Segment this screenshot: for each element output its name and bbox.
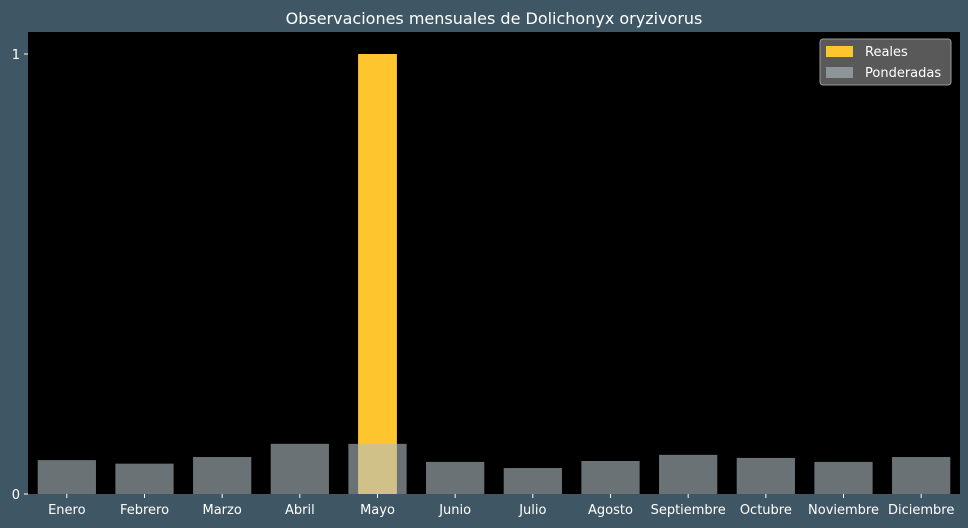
x-tick-label: Junio — [438, 503, 471, 518]
bar-ponderadas-junio — [426, 461, 485, 494]
axis-layer: Enero Febrero Marzo Abril Mayo Junio Julio Agos… — [12, 48, 955, 518]
x-tick-label: Abril — [285, 503, 315, 518]
x-tick-label: Agosto — [588, 503, 633, 518]
bar-ponderadas-septiembre — [659, 454, 718, 494]
legend-swatch-ponderadas — [826, 67, 853, 78]
bars-layer — [37, 54, 951, 494]
x-tick-label: Diciembre — [888, 503, 954, 518]
bar-ponderadas-febrero — [115, 463, 174, 494]
legend-swatch-reales — [826, 46, 853, 57]
bar-ponderadas-marzo — [193, 457, 252, 494]
bar-ponderadas-abril — [270, 443, 329, 494]
x-tick-label: Septiembre — [651, 503, 726, 518]
bar-ponderadas-octubre — [736, 457, 795, 494]
x-tick-label: Mayo — [360, 503, 395, 518]
chart-title: Observaciones mensuales de Dolichonyx or… — [286, 9, 703, 28]
y-tick-label: 0 — [12, 488, 20, 503]
bar-ponderadas-enero — [37, 460, 96, 494]
legend: Reales Ponderadas — [819, 38, 952, 86]
bar-reales-mayo — [358, 54, 397, 494]
legend-label-ponderadas: Ponderadas — [865, 66, 941, 81]
x-tick-label: Febrero — [120, 503, 169, 518]
x-tick-label: Marzo — [203, 503, 242, 518]
y-tick-label: 1 — [12, 48, 20, 63]
plot-area — [28, 32, 960, 494]
x-tick-label: Julio — [518, 503, 546, 518]
x-tick-label: Octubre — [740, 503, 792, 518]
bar-ponderadas-julio — [503, 468, 562, 494]
bar-ponderadas-mayo — [348, 443, 407, 494]
x-tick-label: Noviembre — [808, 503, 879, 518]
legend-label-reales: Reales — [865, 45, 908, 60]
x-tick-label: Enero — [48, 503, 86, 518]
bar-ponderadas-noviembre — [814, 461, 873, 494]
bar-ponderadas-agosto — [581, 461, 640, 494]
bar-ponderadas-diciembre — [892, 457, 951, 494]
